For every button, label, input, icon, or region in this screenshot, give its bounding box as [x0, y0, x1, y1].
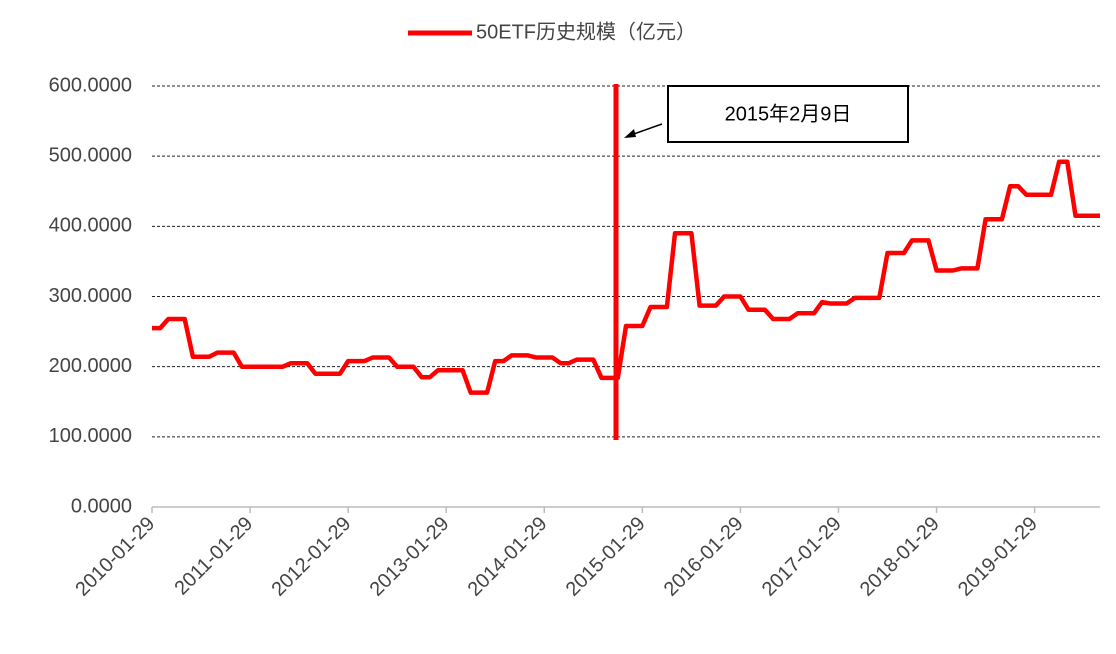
x-tick-label: 2018-01-29	[856, 513, 944, 601]
y-tick-label: 600.0000	[49, 74, 132, 96]
y-tick-label: 0.0000	[71, 495, 132, 517]
annotation-box	[667, 85, 909, 143]
y-tick-label: 100.0000	[49, 425, 132, 447]
x-tick-label: 2010-01-29	[71, 513, 159, 601]
x-tick-label: 2017-01-29	[758, 513, 846, 601]
series-line	[152, 159, 1100, 395]
x-tick-label: 2015-01-29	[562, 513, 650, 601]
x-tick-label: 2016-01-29	[660, 513, 748, 601]
x-tick-label: 2014-01-29	[464, 513, 552, 601]
y-tick-label: 200.0000	[49, 355, 132, 377]
legend-label: 50ETF历史规模（亿元）	[476, 20, 696, 43]
y-tick-label: 300.0000	[49, 285, 132, 307]
arrow-head	[624, 129, 636, 138]
x-tick-label: 2019-01-29	[954, 513, 1042, 601]
plot: 0.0000 100.0000 200.0000 300.0000 400.0000 50…	[49, 20, 1100, 601]
x-tick-label: 2013-01-29	[366, 513, 454, 601]
x-tick-label: 2012-01-29	[268, 513, 356, 601]
y-tick-label: 500.0000	[49, 144, 132, 166]
annotation: 2015年2月9日	[725, 102, 852, 125]
y-tick-label: 400.0000	[49, 215, 132, 237]
x-tick-label: 2011-01-29	[170, 513, 257, 600]
